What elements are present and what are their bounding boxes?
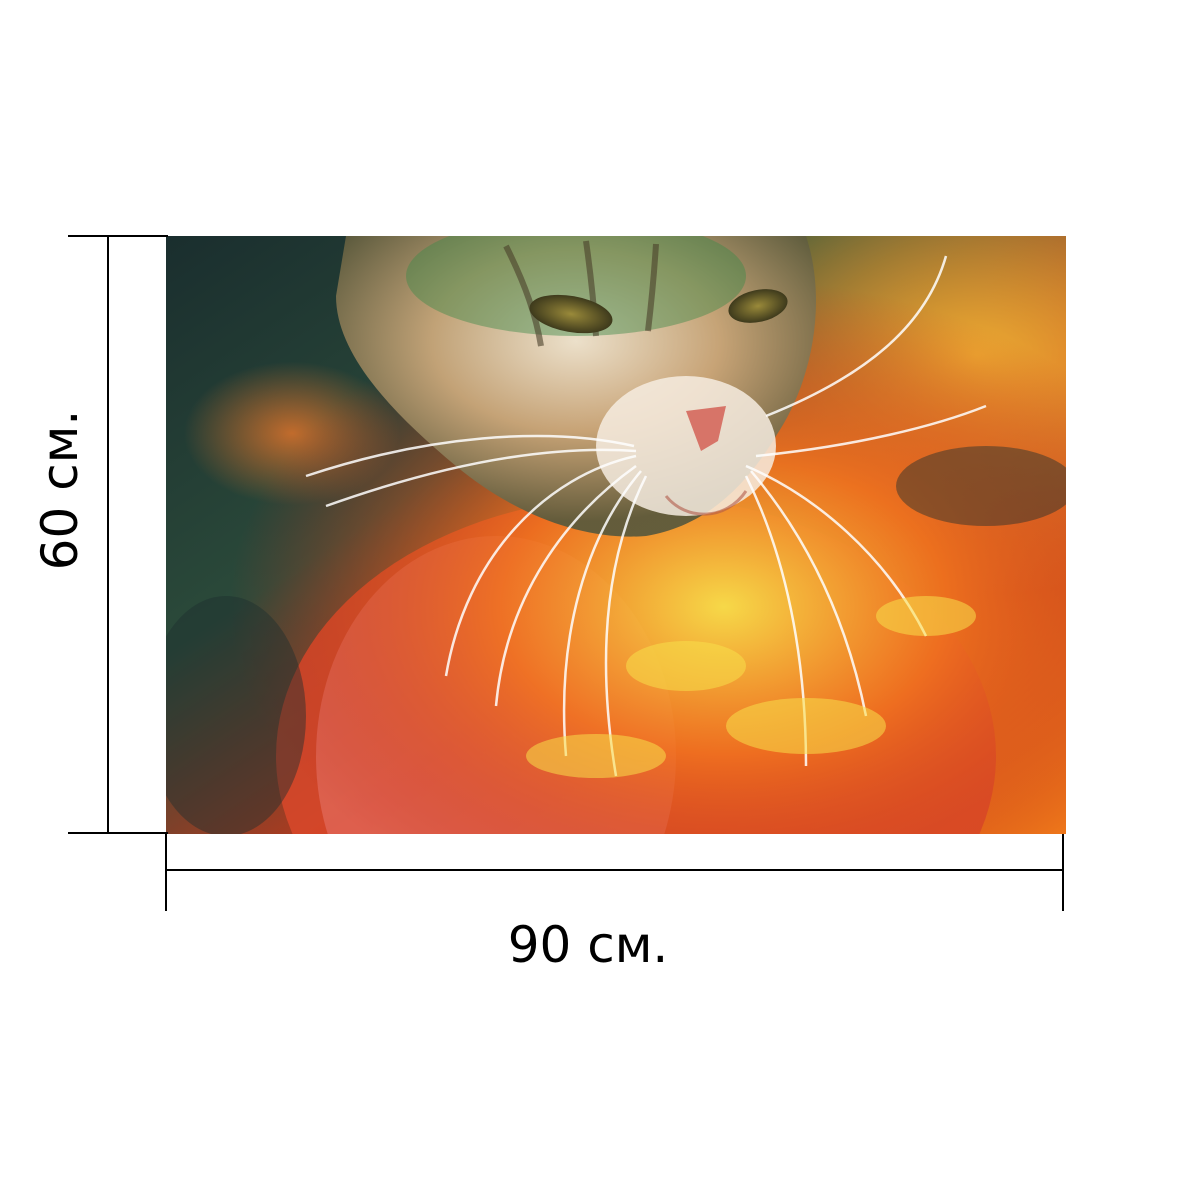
cat-picture <box>166 236 1066 834</box>
height-dimension-tick-top <box>68 235 168 237</box>
width-dimension-tick-right <box>1062 834 1064 911</box>
width-label: 90 см. <box>507 916 669 974</box>
width-dimension-tick-left <box>165 834 167 911</box>
width-dimension-line <box>166 869 1064 871</box>
height-label: 60 см. <box>31 409 89 571</box>
cat-artwork <box>166 236 1066 834</box>
height-dimension-line <box>107 236 109 834</box>
height-dimension-tick-bottom <box>68 832 168 834</box>
